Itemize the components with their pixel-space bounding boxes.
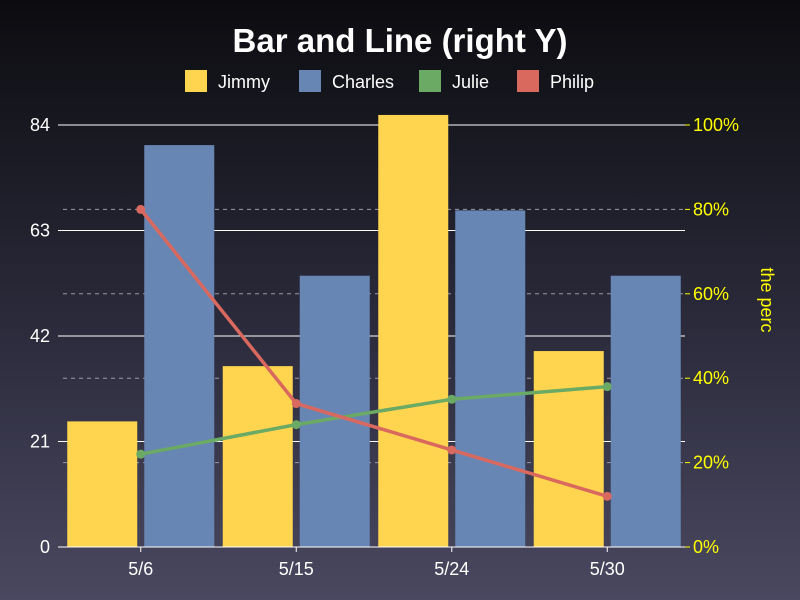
legend-label-julie: Julie bbox=[452, 72, 489, 92]
legend-label-philip: Philip bbox=[550, 72, 594, 92]
bar-jimmy bbox=[533, 351, 604, 547]
point-julie bbox=[291, 420, 301, 430]
legend-swatch-charles bbox=[299, 70, 321, 92]
bars bbox=[67, 114, 681, 547]
point-julie bbox=[602, 382, 612, 392]
legend-swatch-julie bbox=[419, 70, 441, 92]
x-tick-label: 5/24 bbox=[434, 559, 469, 579]
bar-charles bbox=[455, 210, 526, 547]
point-philip bbox=[602, 491, 612, 501]
legend-swatch-jimmy bbox=[185, 70, 207, 92]
y-right-tick-label: 0% bbox=[693, 537, 719, 557]
line-philip bbox=[139, 208, 608, 499]
point-philip bbox=[136, 204, 146, 214]
y-left-tick-label: 21 bbox=[30, 432, 50, 452]
y-right-axis-label: the perc bbox=[757, 267, 777, 332]
bar-jimmy bbox=[378, 114, 449, 547]
line-julie bbox=[140, 384, 608, 456]
x-tick-label: 5/30 bbox=[590, 559, 625, 579]
x-tick-label: 5/6 bbox=[128, 559, 153, 579]
lines bbox=[136, 204, 612, 501]
y-right-tick-label: 80% bbox=[693, 199, 729, 219]
chart-title: Bar and Line (right Y) bbox=[233, 22, 568, 59]
point-philip bbox=[291, 399, 301, 409]
y-right-tick-label: 60% bbox=[693, 284, 729, 304]
bar-jimmy bbox=[222, 366, 293, 547]
bar-charles bbox=[144, 145, 215, 547]
y-right-tick-label: 100% bbox=[693, 115, 739, 135]
point-julie bbox=[136, 449, 146, 459]
point-julie bbox=[447, 394, 457, 404]
legend-label-jimmy: Jimmy bbox=[218, 72, 270, 92]
y-right-tick-label: 40% bbox=[693, 368, 729, 388]
y-left-tick-label: 63 bbox=[30, 221, 50, 241]
point-philip bbox=[447, 445, 457, 455]
y-left-tick-label: 84 bbox=[30, 115, 50, 135]
y-left-tick-label: 0 bbox=[40, 537, 50, 557]
legend-swatch-philip bbox=[517, 70, 539, 92]
y-right-tick-label: 20% bbox=[693, 453, 729, 473]
bar-jimmy bbox=[67, 421, 138, 547]
x-tick-label: 5/15 bbox=[279, 559, 314, 579]
y-left-tick-label: 42 bbox=[30, 326, 50, 346]
bar-charles bbox=[299, 275, 370, 547]
legend-label-charles: Charles bbox=[332, 72, 394, 92]
axes: 0% 20% 40% 60% 80% 100% 0 21 42 63 84 5/6 5/15 5/24 5/… bbox=[30, 115, 739, 579]
legend: Jimmy Charles Julie Philip bbox=[185, 70, 594, 92]
bar-charles bbox=[610, 275, 681, 547]
